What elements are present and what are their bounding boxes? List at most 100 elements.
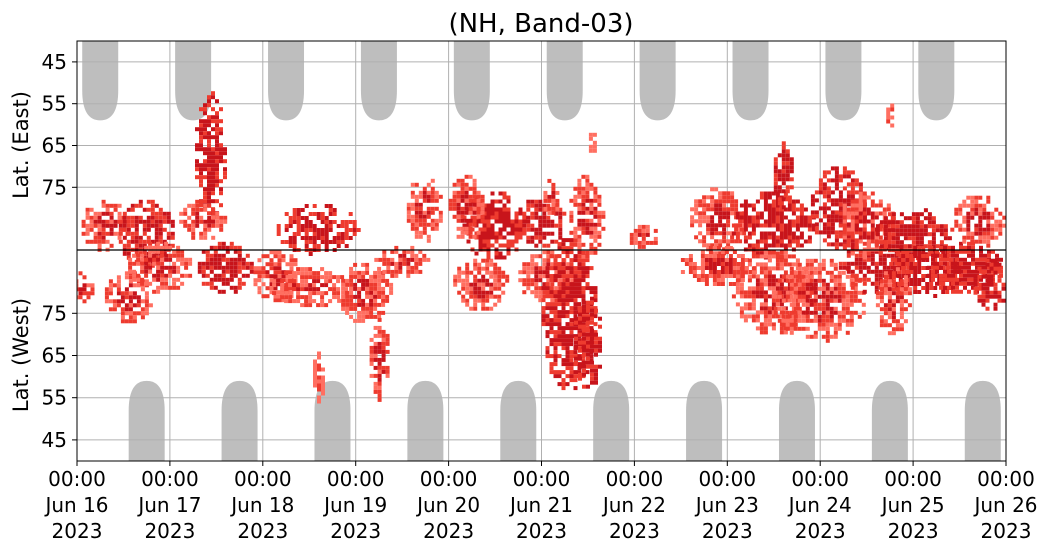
activity-cell [410, 245, 415, 250]
activity-cell [518, 207, 523, 212]
activity-cell [805, 290, 810, 295]
activity-cell [791, 199, 796, 204]
activity-cell [550, 262, 555, 267]
activity-cell [160, 277, 165, 282]
activity-cell [569, 274, 574, 279]
activity-cell [698, 219, 703, 224]
activity-cell [858, 257, 863, 262]
activity-cell [452, 198, 457, 203]
activity-cell [474, 215, 479, 220]
activity-cell [959, 281, 963, 286]
activity-cell [830, 230, 835, 235]
activity-cell [826, 194, 831, 199]
activity-cluster-5 [195, 91, 227, 224]
activity-cell [122, 223, 127, 228]
activity-cell [590, 348, 594, 353]
activity-cell [927, 273, 931, 278]
activity-cell [751, 286, 756, 291]
x-tick-label-9-2: Jun 25 [880, 493, 945, 517]
activity-cell [191, 227, 196, 232]
activity-cell [219, 127, 223, 132]
activity-cell [955, 285, 959, 290]
activity-cell [381, 341, 386, 346]
activity-cell [720, 278, 725, 282]
activity-cell [550, 231, 555, 236]
activity-cell [923, 228, 928, 233]
activity-cell [377, 290, 382, 295]
activity-cell [211, 135, 215, 140]
activity-cell [913, 270, 918, 274]
x-tick-label-10-3: 2023 [981, 519, 1032, 543]
activity-cell [312, 228, 317, 232]
activity-cell [731, 294, 736, 299]
activity-cell [854, 257, 859, 262]
night-shading-layer [82, 41, 1001, 461]
activity-cell [489, 294, 494, 299]
activity-cell [308, 287, 313, 292]
activity-cell [694, 203, 699, 208]
activity-cell [486, 251, 491, 256]
activity-cell [629, 240, 634, 245]
activity-cell [460, 194, 465, 199]
activity-cell [943, 245, 947, 250]
activity-cell [569, 214, 574, 219]
activity-cell [292, 212, 297, 216]
activity-cell [862, 195, 867, 200]
activity-cell [418, 269, 423, 274]
activity-cell [124, 287, 129, 292]
activity-cell [791, 223, 796, 228]
activity-cell [718, 215, 723, 220]
activity-cell [783, 258, 788, 263]
activity-cell [555, 202, 560, 207]
activity-cell [377, 341, 382, 346]
activity-cell [967, 277, 971, 282]
activity-cell [826, 222, 831, 227]
activity-cell [923, 232, 928, 237]
activity-cell [166, 231, 171, 236]
activity-cell [641, 244, 646, 249]
activity-cell [569, 354, 574, 359]
activity-cell [781, 318, 786, 323]
activity-cell [506, 223, 511, 228]
activity-cell [477, 270, 482, 275]
activity-cell [130, 203, 135, 208]
activity-cell [460, 230, 465, 235]
activity-cell [909, 270, 914, 274]
activity-cell [991, 249, 995, 254]
activity-cell [985, 282, 990, 287]
activity-cell [308, 220, 313, 224]
activity-cell [807, 223, 812, 228]
activity-cell [136, 295, 141, 300]
activity-cell [422, 210, 427, 215]
activity-cell [993, 258, 998, 263]
activity-cell [962, 219, 967, 224]
activity-cell [146, 227, 151, 232]
activity-cell [645, 232, 650, 237]
activity-cell [909, 278, 914, 282]
activity-cell [585, 226, 590, 231]
x-tick-label-0-3: 2023 [52, 519, 103, 543]
activity-cluster-41 [950, 195, 1006, 248]
activity-cell [172, 285, 177, 290]
activity-cell [978, 223, 983, 228]
activity-cell [386, 261, 391, 266]
activity-cell [148, 253, 153, 258]
activity-cell [543, 194, 548, 199]
activity-cell [569, 198, 574, 203]
activity-cell [569, 266, 574, 271]
activity-cell [913, 254, 918, 258]
activity-cell [457, 290, 462, 295]
activity-cell [518, 278, 523, 283]
activity-cell [825, 334, 830, 339]
activity-cell [783, 235, 788, 240]
activity-cell [577, 302, 582, 307]
activity-cell [490, 199, 495, 204]
activity-cell [971, 241, 975, 246]
activity-cell [164, 257, 169, 262]
activity-cell [179, 211, 184, 216]
activity-cell [101, 239, 106, 244]
activity-cell [862, 223, 867, 228]
activity-cell [805, 270, 810, 275]
activity-cell [105, 231, 110, 236]
activity-cell [903, 236, 908, 241]
